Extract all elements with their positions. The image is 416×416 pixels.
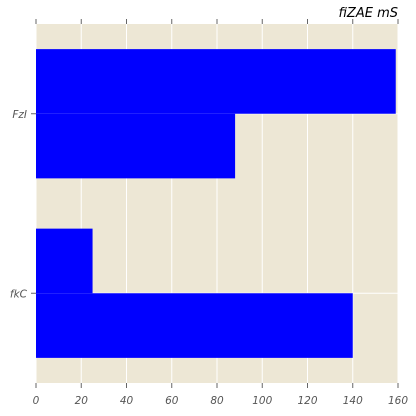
bar — [36, 49, 396, 114]
x-tick-label: 20 — [75, 395, 89, 407]
y-tick-label: fkC — [10, 288, 28, 300]
x-tick-label: 100 — [252, 395, 272, 407]
x-tick-label: 60 — [165, 395, 179, 407]
bar — [36, 293, 353, 358]
y-tick-label: FzI — [12, 109, 27, 121]
x-tick-label: 40 — [120, 395, 134, 407]
bar — [36, 228, 93, 294]
x-tick-label: 120 — [297, 395, 317, 407]
x-tick-label: 80 — [210, 395, 224, 407]
x-tick-label: 0 — [33, 395, 40, 407]
x-tick-label: 160 — [388, 395, 408, 407]
x-tick-label: 140 — [343, 395, 363, 407]
chart-title: fiZAE mS — [339, 6, 398, 21]
bars — [36, 49, 396, 358]
ticks: 0 20 40 60 80 100 120 140 160 FzI fkC — [10, 19, 408, 407]
bar — [36, 113, 236, 179]
